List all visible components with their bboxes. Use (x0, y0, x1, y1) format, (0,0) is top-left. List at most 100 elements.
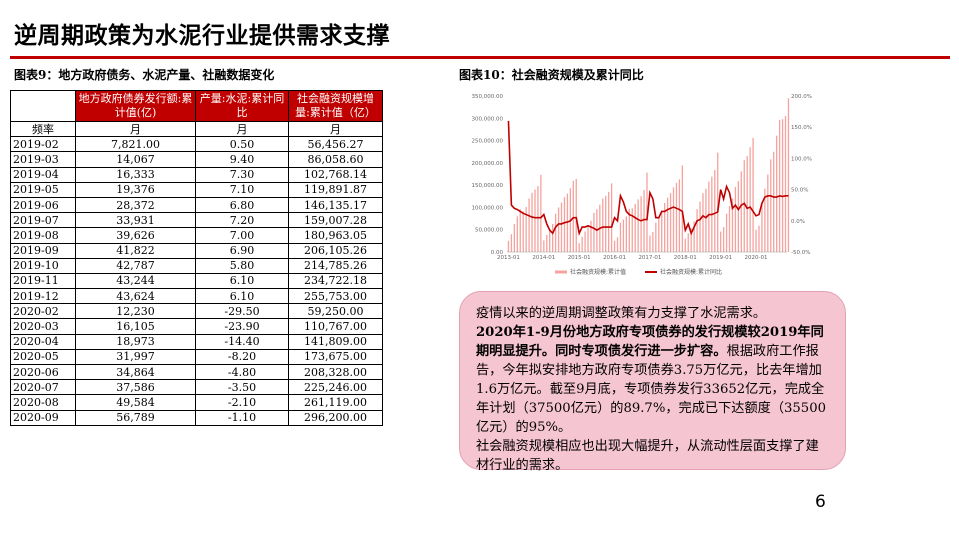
bar (616, 237, 619, 252)
yoy-line (507, 120, 789, 236)
bar (605, 195, 607, 252)
table-row: 2019-05 19,376 7.10 119,891.87 (10, 181, 383, 198)
table-row: 2019-09 41,822 6.90 206,105.26 (10, 242, 383, 259)
x-tick-label: 2013-01 (497, 255, 520, 261)
bar (696, 209, 698, 252)
note-paragraph-1: 疫情以来的逆周期调整政策有力支撑了水泥需求。 (476, 306, 767, 321)
row-date: 2020-04 (10, 333, 76, 350)
row-value: 206,105.26 (288, 242, 383, 259)
row-value: 9.40 (195, 151, 289, 168)
bar (543, 240, 545, 252)
row-value: 180,963.05 (288, 227, 383, 244)
right-tick-label: 200.0% (791, 94, 812, 100)
bar (516, 216, 518, 252)
table-row: 2019-03 14,067 9.40 86,058.60 (10, 151, 383, 168)
row-value: 6.10 (195, 272, 289, 290)
bar (752, 137, 754, 252)
bar (720, 231, 722, 252)
chart-caption: 图表10：社会融资规模及累计同比 (459, 68, 644, 82)
table-header-afre: 社会融资规模增量:累计值（亿） (288, 90, 383, 122)
legend-line-label: 社会融资规模:累计同比 (660, 268, 722, 276)
row-value: 59,250.00 (288, 303, 383, 320)
bar (687, 233, 689, 252)
row-value: 86,058.60 (288, 151, 383, 168)
table-row: 2019-12 43,624 6.10 255,753.00 (10, 288, 383, 305)
row-value: 255,753.00 (288, 288, 383, 305)
table-row: 2019-11 43,244 6.10 234,722.18 (10, 272, 383, 290)
bar (787, 98, 790, 252)
table-row: 2019-02 7,821.00 0.50 56,456.27 (10, 136, 383, 153)
right-tick-label: 150.0% (791, 125, 812, 131)
bar (702, 193, 704, 252)
row-value: 43,624 (75, 288, 196, 305)
bar (767, 174, 769, 252)
bar (678, 179, 681, 252)
left-tick-label: 150,000.00 (472, 183, 504, 189)
table-row: 2020-05 31,997 -8.20 173,675.00 (10, 348, 383, 366)
table-header-row: 地方政府债券发行额:累计值(亿) 产量:水泥:累计同比 社会融资规模增量:累计值… (10, 90, 383, 122)
table-row: 2019-06 28,372 6.80 146,135.17 (10, 196, 383, 214)
bar (770, 159, 772, 252)
bar (761, 202, 763, 252)
bar (575, 178, 577, 252)
commentary-box: 疫情以来的逆周期调整政策有力支撑了水泥需求。 2020年1-9月份地方政府专项债… (459, 291, 846, 473)
bar (531, 192, 533, 252)
bar (681, 165, 684, 252)
bar (652, 231, 654, 252)
bar (746, 156, 748, 252)
bar (684, 238, 686, 252)
bar (728, 206, 731, 252)
freq-label: 频率 (10, 120, 76, 138)
row-date: 2020-06 (10, 363, 76, 381)
freq-value: 月 (195, 120, 289, 138)
bar (669, 193, 672, 252)
row-value: 6.90 (195, 242, 289, 259)
bar (525, 206, 527, 252)
bar (725, 213, 728, 252)
row-date: 2019-11 (10, 272, 76, 290)
left-tick-label: 250,000.00 (472, 139, 504, 145)
bar (778, 120, 781, 252)
row-value: 146,135.17 (288, 196, 383, 214)
legend-bar-label: 社会融资规模:累计值 (570, 268, 626, 276)
row-date: 2020-08 (10, 394, 76, 411)
row-value: 0.50 (195, 136, 289, 153)
row-date: 2020-02 (10, 303, 76, 320)
table-row: 2020-02 12,230 -29.50 59,250.00 (10, 303, 383, 320)
x-tick-label: 2014-01 (532, 255, 555, 261)
table-row: 2020-03 16,105 -23.90 110,767.00 (10, 318, 383, 335)
row-value: -3.50 (195, 379, 289, 396)
left-axis: 0.00 50,000.00 100,000.00 150,000.00 200,000… (472, 94, 504, 256)
right-tick-label: 0.0% (791, 219, 805, 225)
row-value: -14.40 (195, 333, 289, 350)
bar (590, 220, 592, 252)
row-value: 7.10 (195, 181, 289, 198)
bar (519, 209, 521, 252)
row-value: 261,119.00 (288, 394, 383, 411)
note-paragraph-2: 2020年1-9月份地方政府专项债券的发行规模较2019年同期明显提升。同时专项… (476, 323, 829, 437)
bar (717, 152, 719, 252)
row-value: -2.10 (195, 394, 289, 411)
bar (578, 243, 580, 252)
bar (522, 211, 524, 252)
row-date: 2019-07 (10, 212, 76, 229)
note-bold-text: 2020年1-9月份地方政府专项债券的发行规模较2019年同期明显提升。同时专项… (476, 325, 824, 359)
bar (584, 231, 586, 252)
bar (528, 198, 530, 252)
row-date: 2019-03 (10, 151, 76, 168)
bar (634, 203, 636, 252)
page-number: 6 (815, 492, 826, 512)
row-value: 42,787 (75, 257, 196, 274)
afre-chart: 0.00 50,000.00 100,000.00 150,000.00 200,000… (472, 94, 812, 276)
row-value: 18,973 (75, 333, 196, 350)
bar (622, 219, 625, 252)
left-tick-label: 0.00 (491, 250, 504, 256)
x-tick-label: 2018-01 (674, 255, 697, 261)
bar (557, 207, 560, 252)
left-tick-label: 50,000.00 (475, 228, 503, 234)
bar (655, 222, 657, 252)
row-value: 159,007.28 (288, 212, 383, 229)
bar (625, 216, 628, 252)
row-value: 110,767.00 (288, 318, 383, 335)
row-value: -4.80 (195, 363, 289, 381)
